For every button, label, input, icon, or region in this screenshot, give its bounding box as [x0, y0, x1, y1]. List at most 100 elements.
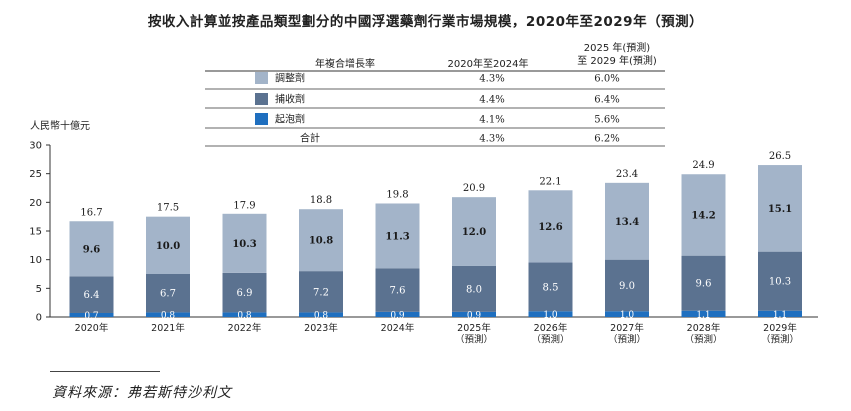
x-tick-label: 2023年	[304, 322, 338, 334]
x-tick-label: （預測）	[455, 334, 493, 346]
bar-segment	[69, 221, 114, 277]
bar-segment	[681, 174, 726, 256]
bar-segment-label: 10.3	[769, 277, 791, 288]
bar-segment	[375, 203, 420, 269]
bar-segment	[605, 182, 649, 260]
bar-segment-label: 10.0	[156, 241, 180, 252]
bar-segment	[528, 262, 573, 312]
x-tick-label: 2021年	[151, 322, 185, 334]
bar-total-label: 16.7	[80, 207, 102, 218]
legend-entry: 起泡劑	[275, 113, 305, 126]
bar-segment-label: 8.5	[543, 282, 559, 293]
bar-total-label: 17.5	[157, 203, 179, 214]
cagr-hist-value: 4.3%	[479, 134, 504, 145]
bar-segment	[299, 271, 343, 313]
bar-segment	[299, 209, 343, 272]
bar-total-label: 26.5	[769, 151, 791, 162]
bar-segment-label: 13.4	[615, 217, 639, 228]
bar-segment	[758, 310, 802, 317]
bar-segment	[758, 165, 802, 252]
bar-segment-label: 0.8	[237, 311, 252, 321]
y-tick-label: 20	[29, 198, 42, 209]
cagr-hist-value: 4.3%	[479, 74, 504, 85]
bar-total-label: 24.9	[692, 160, 714, 171]
y-axis-label: 人民幣十億元	[30, 119, 90, 132]
chart-title: 按收入計算並按產品類型劃分的中國浮選藥劑行業市場規模，2020年至2029年（預…	[147, 14, 704, 30]
bar-segment	[299, 312, 343, 317]
x-tick-label: （預測）	[608, 334, 646, 346]
x-tick-label: 2029年	[763, 322, 797, 334]
x-tick-label: （預測）	[531, 334, 569, 346]
bar-segment	[528, 311, 573, 317]
source-note: 資料來源：弗若斯特沙利文	[52, 385, 232, 401]
source-divider	[50, 371, 160, 372]
x-tick-label: 2020年	[75, 322, 109, 334]
x-tick-label: 2025年	[457, 322, 491, 334]
cagr-fcst-value: 6.2%	[594, 134, 619, 145]
bar-total-label: 19.8	[386, 189, 408, 200]
bar-segment-label: 6.4	[84, 290, 100, 301]
table-header-fcst-1: 2025 年(預測)	[584, 41, 651, 54]
bar-segment-label: 11.3	[385, 231, 409, 242]
bar-segment	[758, 251, 802, 311]
bar-total-label: 20.9	[463, 183, 485, 194]
bar-segment	[375, 311, 420, 317]
bar-segment	[222, 272, 267, 313]
bar-segment	[69, 276, 114, 313]
legend-total-label: 合計	[300, 132, 320, 145]
bar-segment	[222, 312, 267, 317]
bar-segment-label: 0.7	[84, 311, 99, 321]
bar-segment	[681, 310, 726, 317]
bar-total-label: 23.4	[616, 169, 638, 180]
bar-segment-label: 1.1	[696, 310, 710, 320]
bar-segment-label: 1.1	[773, 310, 787, 320]
bar-segment	[452, 197, 496, 266]
bar-segment	[146, 216, 190, 274]
bar-segment	[452, 311, 496, 317]
cagr-hist-value: 4.1%	[479, 115, 504, 126]
bars	[69, 165, 802, 317]
bar-segment-label: 14.2	[691, 210, 715, 221]
legend-swatch	[255, 113, 268, 125]
cagr-hist-value: 4.4%	[479, 95, 504, 106]
bar-segment-label: 0.9	[467, 311, 482, 321]
bar-segment	[528, 190, 573, 263]
legend-table: 年複合增長率 2020年至2024年 2025 年(預測)至 2029 年(預測) 調…	[205, 41, 665, 147]
y-tick-label: 25	[29, 169, 42, 180]
bar-segment	[146, 312, 190, 317]
y-tick-label: 5	[36, 284, 42, 295]
bar-segment-label: 0.8	[161, 311, 176, 321]
bar-segment	[452, 265, 496, 312]
x-tick-labels: 2020年 2021年 2022年 2023年 2024年 2025年（預測）2026年（…	[75, 322, 799, 346]
table-header-hist: 2020年至2024年	[448, 57, 529, 70]
legend-entry: 調整劑	[275, 72, 305, 85]
bar-segment	[681, 255, 726, 311]
bar-segment-label: 6.7	[160, 289, 176, 300]
x-tick-label: （預測）	[684, 334, 722, 346]
cagr-fcst-value: 5.6%	[594, 115, 619, 126]
y-tick-label: 0	[36, 313, 42, 324]
bar-segment-label: 0.9	[390, 311, 405, 321]
bar-segment	[146, 274, 190, 313]
bar-segment-label: 9.6	[83, 244, 100, 255]
bar-segment	[605, 311, 649, 317]
bar-segment	[605, 259, 649, 312]
y-tick-label: 15	[29, 227, 42, 238]
bar-segment-label: 7.2	[313, 287, 329, 298]
bar-total-label: 18.8	[310, 195, 332, 206]
legend-entry: 捕收劑	[275, 93, 305, 106]
bar-segment-label: 6.9	[237, 288, 253, 299]
y-tick-label: 10	[29, 255, 42, 266]
x-tick-label: （預測）	[761, 334, 799, 346]
x-tick-label: 2022年	[228, 322, 262, 334]
bar-segment-label: 12.6	[538, 222, 562, 233]
legend-swatch	[255, 93, 268, 105]
bar-segment-label: 9.0	[619, 281, 635, 292]
bar-segment-label: 10.3	[232, 239, 256, 250]
bar-segment-label: 7.6	[390, 286, 406, 297]
bar-segment	[69, 312, 114, 317]
cagr-fcst-value: 6.0%	[594, 74, 619, 85]
table-header-cagr: 年複合增長率	[315, 57, 375, 70]
bar-segment-label: 10.8	[309, 236, 333, 247]
